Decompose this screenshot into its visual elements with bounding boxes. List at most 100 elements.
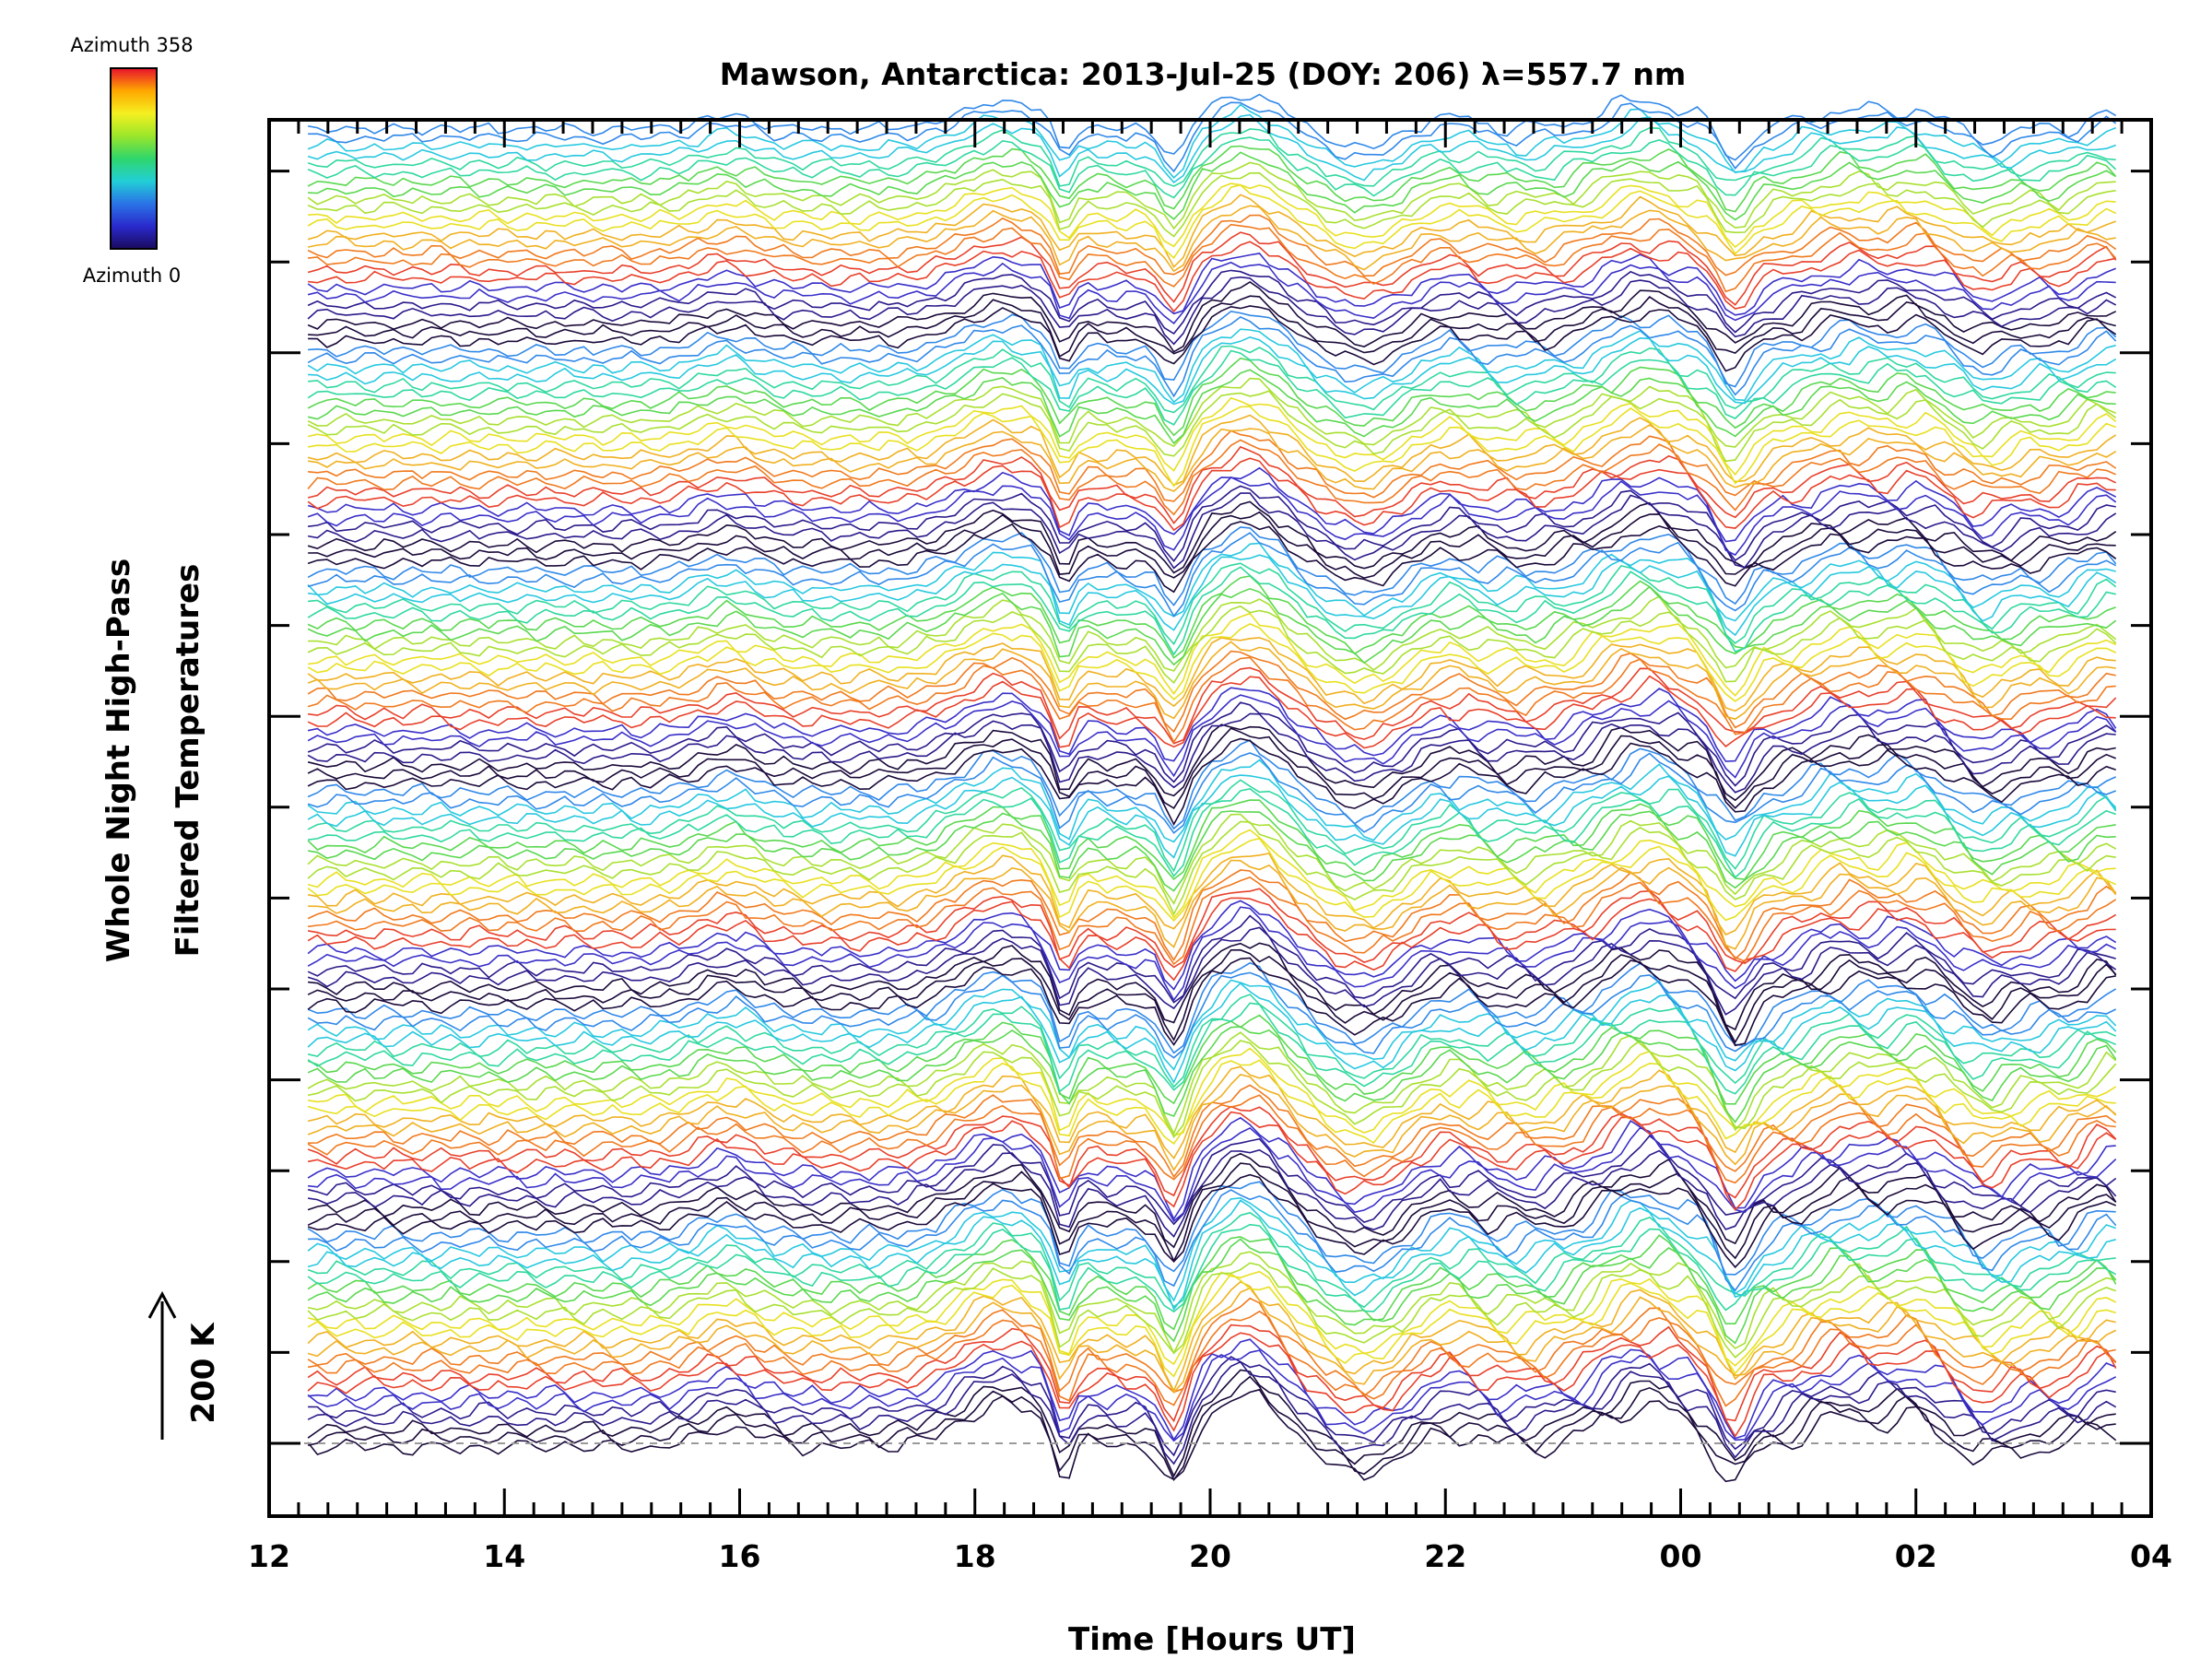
temperature-trace xyxy=(307,869,2117,962)
temperature-trace xyxy=(307,1287,2117,1394)
temperature-trace xyxy=(307,406,2116,488)
temperature-trace xyxy=(308,335,2117,406)
x-tick-label: 18 xyxy=(954,1538,996,1574)
x-tick-label: 00 xyxy=(1660,1538,1702,1574)
axis-ticks xyxy=(267,120,2153,1516)
temperature-trace xyxy=(307,779,2117,873)
temperature-trace xyxy=(308,595,2117,672)
temperature-trace xyxy=(307,1105,2117,1199)
trace-group xyxy=(307,93,2117,1483)
temperature-trace xyxy=(307,1059,2116,1146)
temperature-trace xyxy=(307,1349,2117,1442)
temperature-trace xyxy=(307,1223,2117,1313)
temperature-trace xyxy=(307,457,2116,532)
temperature-trace xyxy=(307,1014,2117,1105)
temperature-trace xyxy=(307,752,2116,834)
temperature-trace xyxy=(307,1388,2117,1483)
x-tick-label: 12 xyxy=(248,1538,290,1574)
temperature-trace xyxy=(308,942,2117,1031)
temperature-trace xyxy=(307,1310,2117,1407)
temperature-trace xyxy=(307,1002,2117,1095)
temperature-trace xyxy=(307,1297,2116,1397)
temperature-trace xyxy=(307,914,2116,1004)
y-axis-title: Whole Night High-Pass Filtered Temperatu… xyxy=(100,559,206,963)
temperature-trace xyxy=(307,829,2116,920)
temperature-trace xyxy=(308,1356,2116,1457)
temperature-trace xyxy=(307,205,2116,273)
temperature-trace xyxy=(307,1324,2117,1423)
temperature-trace xyxy=(308,485,2116,562)
temperature-trace xyxy=(308,1189,2117,1292)
temperature-trace xyxy=(307,1116,2116,1221)
temperature-trace xyxy=(307,1251,2116,1355)
temperature-trace xyxy=(308,182,2116,249)
temperature-trace xyxy=(307,113,2116,183)
temperature-trace xyxy=(307,261,2116,325)
temperature-trace xyxy=(307,897,2116,982)
temperature-trace xyxy=(307,774,2117,859)
temperature-trace xyxy=(307,1026,2117,1124)
temperature-trace xyxy=(307,1031,2117,1135)
temperature-trace xyxy=(307,979,2117,1071)
temperature-trace xyxy=(307,1211,2116,1309)
temperature-trace xyxy=(307,1074,2117,1171)
scale-bar: 200 K xyxy=(147,1290,222,1440)
temperature-trace xyxy=(307,727,2117,809)
temperature-trace xyxy=(307,315,2117,398)
temperature-trace xyxy=(307,961,2117,1054)
temperature-trace xyxy=(307,1196,2116,1302)
temperature-trace xyxy=(307,466,2117,543)
colorbar-top-label: Azimuth 358 xyxy=(70,34,193,56)
x-tick-label: 22 xyxy=(1424,1538,1466,1574)
temperature-trace xyxy=(308,310,2117,388)
temperature-trace xyxy=(307,837,2117,923)
temperature-trace xyxy=(308,562,2117,646)
temperature-trace xyxy=(307,1173,2117,1269)
temperature-trace xyxy=(307,1238,2117,1345)
temperature-trace xyxy=(307,1273,2116,1378)
temperature-trace xyxy=(308,305,2117,372)
temperature-trace xyxy=(307,476,2117,557)
temperature-trace xyxy=(307,136,2117,199)
temperature-trace xyxy=(307,694,2117,779)
temperature-trace xyxy=(307,281,2117,353)
scale-bar-label: 200 K xyxy=(185,1322,222,1424)
temperature-trace xyxy=(307,799,2116,880)
temperature-trace xyxy=(307,971,2117,1059)
x-tick-label: 02 xyxy=(1895,1538,1937,1574)
temperature-trace xyxy=(308,1338,2117,1441)
temperature-trace xyxy=(307,900,2117,991)
temperature-trace xyxy=(307,575,2116,659)
temperature-trace xyxy=(307,810,2116,892)
temperature-trace xyxy=(308,429,2117,502)
temperature-trace xyxy=(307,103,2117,179)
y-axis-title-line2: Filtered Temperatures xyxy=(170,564,206,958)
temperature-trace xyxy=(308,859,2117,950)
temperature-trace xyxy=(307,1135,2117,1226)
temperature-trace xyxy=(307,377,2117,448)
temperature-trace xyxy=(307,877,2117,966)
temperature-trace xyxy=(308,1126,2117,1223)
colorbar-bottom-label: Azimuth 0 xyxy=(83,265,182,287)
temperature-trace xyxy=(307,349,2117,426)
temperature-trace xyxy=(307,585,2117,666)
temperature-trace xyxy=(308,345,2116,414)
temperature-trace xyxy=(307,390,2117,463)
colorbar: Azimuth 358 Azimuth 0 xyxy=(70,34,193,287)
chart-title: Mawson, Antarctica: 2013-Jul-25 (DOY: 20… xyxy=(720,56,1686,92)
x-tick-label: 14 xyxy=(483,1538,525,1574)
temperature-trace xyxy=(307,701,2117,787)
temperature-trace xyxy=(307,687,2117,762)
temperature-trace xyxy=(307,666,2117,745)
temperature-trace xyxy=(307,759,2117,843)
temperature-trace xyxy=(307,171,2116,238)
temperature-trace xyxy=(307,253,2117,316)
x-axis-title: Time [Hours UT] xyxy=(1068,1621,1356,1658)
temperature-trace xyxy=(307,724,2116,802)
temperature-trace xyxy=(307,1369,2116,1478)
temperature-trace xyxy=(308,295,2116,358)
temperature-trace xyxy=(307,853,2117,936)
temperature-trace xyxy=(307,161,2116,230)
temperature-trace xyxy=(307,1065,2117,1159)
